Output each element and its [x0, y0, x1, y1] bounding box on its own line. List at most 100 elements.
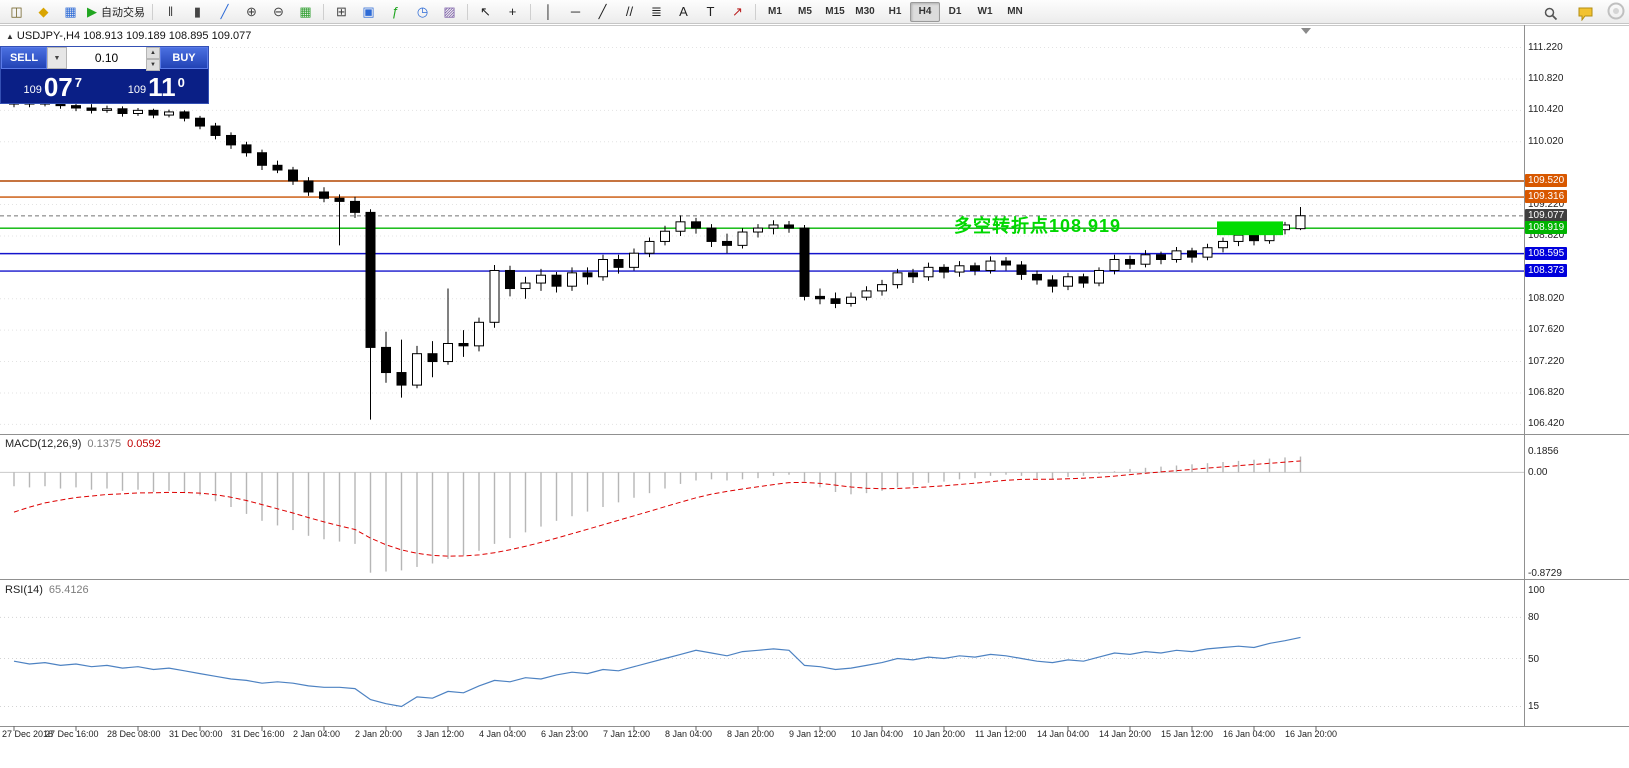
time-axis-label: 14 Jan 04:00 — [1037, 729, 1090, 739]
new-order-icon[interactable]: ◫ — [3, 1, 30, 23]
vertical-line-icon: │ — [544, 4, 553, 19]
symbol-ohlc-text: USDJPY-,H4 108.913 109.189 108.895 109.0… — [16, 30, 252, 42]
timeframe-d1[interactable]: D1 — [948, 6, 962, 17]
timeframe-mn[interactable]: MN — [1007, 6, 1023, 17]
line-chart-icon[interactable]: ╱ — [211, 1, 238, 23]
rsi-axis-label: 80 — [1528, 612, 1540, 624]
toolbar-separator — [152, 3, 153, 20]
toolbar: ◫ ◆ ▦ ▶ 自动交易 ‖ ▮ ╱ ⊕ ⊖ ▦ ⊞ ▣ ƒ ◷ ▨ ↖ + │ ─ ╱ // ≣ A T ↗ M1 M5 M15 M30… — [0, 0, 1629, 24]
macd-histogram — [0, 456, 1524, 573]
volume-stepper: ▲ ▼ — [146, 47, 160, 71]
timeframe-m5[interactable]: M5 — [798, 6, 812, 17]
volume-down-icon[interactable]: ▼ — [146, 59, 160, 71]
macd-value: 0.1375 — [87, 438, 122, 450]
toolbar-separator — [467, 3, 468, 20]
zoom-in-icon: ⊕ — [246, 3, 257, 19]
time-axis-label: 2 Jan 04:00 — [293, 729, 341, 739]
volume-dropdown-button[interactable]: ▼ — [47, 47, 67, 69]
rsi-line — [13, 636, 1301, 708]
one-click-trading-panel: SELL ▼ ▲ ▼ BUY 109 07 7 109 11 0 — [0, 46, 209, 104]
sell-price[interactable]: 109 07 7 — [1, 69, 105, 103]
buy-price-prefix: 109 — [127, 84, 147, 96]
macd-window-splitter[interactable] — [0, 433, 1629, 437]
macd-signal-value: 0.0592 — [127, 438, 161, 450]
text-icon[interactable]: A — [670, 1, 697, 23]
price-level-label: 109.077 — [1525, 208, 1568, 222]
timeframe-h1[interactable]: H1 — [888, 6, 902, 17]
rsi-axis-label: 100 — [1528, 585, 1545, 596]
volume-up-icon[interactable]: ▲ — [146, 47, 160, 59]
new-chart-icon[interactable]: ⊞ — [328, 1, 355, 23]
timeframe-m30[interactable]: M30 — [855, 6, 875, 17]
macd-axis-label: 0.1856 — [1528, 446, 1559, 457]
trendline-icon[interactable]: ╱ — [589, 1, 616, 23]
horizontal-line-icon[interactable]: ─ — [562, 1, 589, 23]
timeframe-w1[interactable]: W1 — [977, 6, 993, 17]
buy-price[interactable]: 109 11 0 — [105, 69, 209, 103]
price-level-label: 108.595 — [1525, 246, 1568, 260]
vertical-line-icon[interactable]: │ — [535, 1, 562, 23]
trendline-icon: ╱ — [598, 3, 607, 19]
macd-axis-label: -0.8729 — [1528, 568, 1562, 580]
sell-price-prefix: 109 — [23, 84, 42, 96]
time-axis-label: 6 Jan 23:00 — [541, 729, 589, 739]
rsi-axis-label: 50 — [1528, 653, 1540, 665]
price-level-label: 109.316 — [1525, 190, 1568, 203]
chart-window-icon[interactable]: ▣ — [355, 1, 382, 23]
equidistant-channel-icon[interactable]: // — [616, 1, 643, 23]
symbol-ohlc-line: ▲ USDJPY-,H4 108.913 109.189 108.895 109.… — [6, 30, 251, 42]
charts-icon[interactable]: ▦ — [57, 1, 84, 23]
price-axis-label: 107.620 — [1528, 324, 1565, 336]
timeframe-m15[interactable]: M15 — [825, 6, 845, 17]
search-icon[interactable] — [1537, 3, 1564, 25]
arrows-icon[interactable]: ↗ — [724, 1, 751, 23]
time-axis-label: 4 Jan 04:00 — [479, 729, 527, 739]
time-axis-label: 27 Dec 16:00 — [45, 729, 99, 739]
zoom-out-icon[interactable]: ⊖ — [265, 1, 292, 23]
templates-icon[interactable]: ▨ — [436, 1, 463, 23]
timeframe-h4[interactable]: H4 — [910, 1, 940, 22]
profiles-icon[interactable]: ◆ — [30, 1, 57, 23]
price-axis-label: 107.220 — [1528, 355, 1565, 367]
text-icon: A — [679, 4, 688, 19]
price-axis-label: 106.420 — [1528, 418, 1565, 430]
arrows-icon: ↗ — [732, 3, 743, 19]
profiles-icon: ◆ — [38, 3, 49, 19]
cursor-icon[interactable]: ↖ — [472, 1, 499, 23]
rsi-window-splitter[interactable] — [0, 578, 1629, 582]
toolbar-buttons: ◫ ◆ ▦ ▶ 自动交易 ‖ ▮ ╱ ⊕ ⊖ ▦ ⊞ ▣ ƒ ◷ ▨ ↖ + │ ─ ╱ // ≣ A T ↗ M1 M5 M15 M30… — [3, 1, 1030, 23]
buy-price-sup: 0 — [177, 75, 185, 90]
macd-indicator-label: MACD(12,26,9) 0.1375 0.0592 — [5, 438, 161, 450]
time-axis-label: 7 Jan 12:00 — [603, 729, 651, 739]
crosshair-icon[interactable]: + — [499, 1, 526, 23]
periods-icon[interactable]: ◷ — [409, 1, 436, 23]
buy-button[interactable]: BUY — [160, 47, 208, 69]
rsi-axis-label: 15 — [1528, 701, 1540, 713]
time-axis-label: 16 Jan 20:00 — [1285, 729, 1338, 739]
toolbar-separator — [530, 3, 531, 20]
timeframe-m1[interactable]: M1 — [768, 6, 782, 17]
autotrading-button: ▶ — [87, 3, 97, 19]
chart-window-icon: ▣ — [362, 3, 375, 19]
price-level-label: 108.373 — [1525, 264, 1568, 278]
price-axis-label: 110.020 — [1528, 135, 1564, 147]
indicators-icon[interactable]: ƒ — [382, 1, 409, 23]
chart-annotation-text[interactable]: 多空转折点108.919 — [954, 216, 1122, 236]
fibonacci-icon[interactable]: ≣ — [643, 1, 670, 23]
indicators-icon: ƒ — [391, 4, 400, 19]
zoom-in-icon[interactable]: ⊕ — [238, 1, 265, 23]
time-axis-label: 3 Jan 12:00 — [417, 729, 465, 739]
rsi-value: 65.4126 — [48, 584, 89, 596]
text-label-icon[interactable]: T — [697, 1, 724, 23]
toolbar-separator — [323, 3, 324, 20]
chat-icon[interactable] — [1572, 3, 1599, 25]
volume-input[interactable] — [67, 47, 146, 69]
candlestick-icon[interactable]: ▮ — [184, 1, 211, 23]
bar-chart-icon[interactable]: ‖ — [157, 1, 184, 23]
sell-button[interactable]: SELL — [1, 47, 47, 69]
price-axis-label: 110.420 — [1528, 104, 1564, 116]
autotrading-button[interactable]: ▶ 自动交易 — [84, 1, 148, 23]
time-axis-label: 14 Jan 20:00 — [1099, 729, 1152, 739]
tile-windows-icon[interactable]: ▦ — [292, 1, 319, 23]
